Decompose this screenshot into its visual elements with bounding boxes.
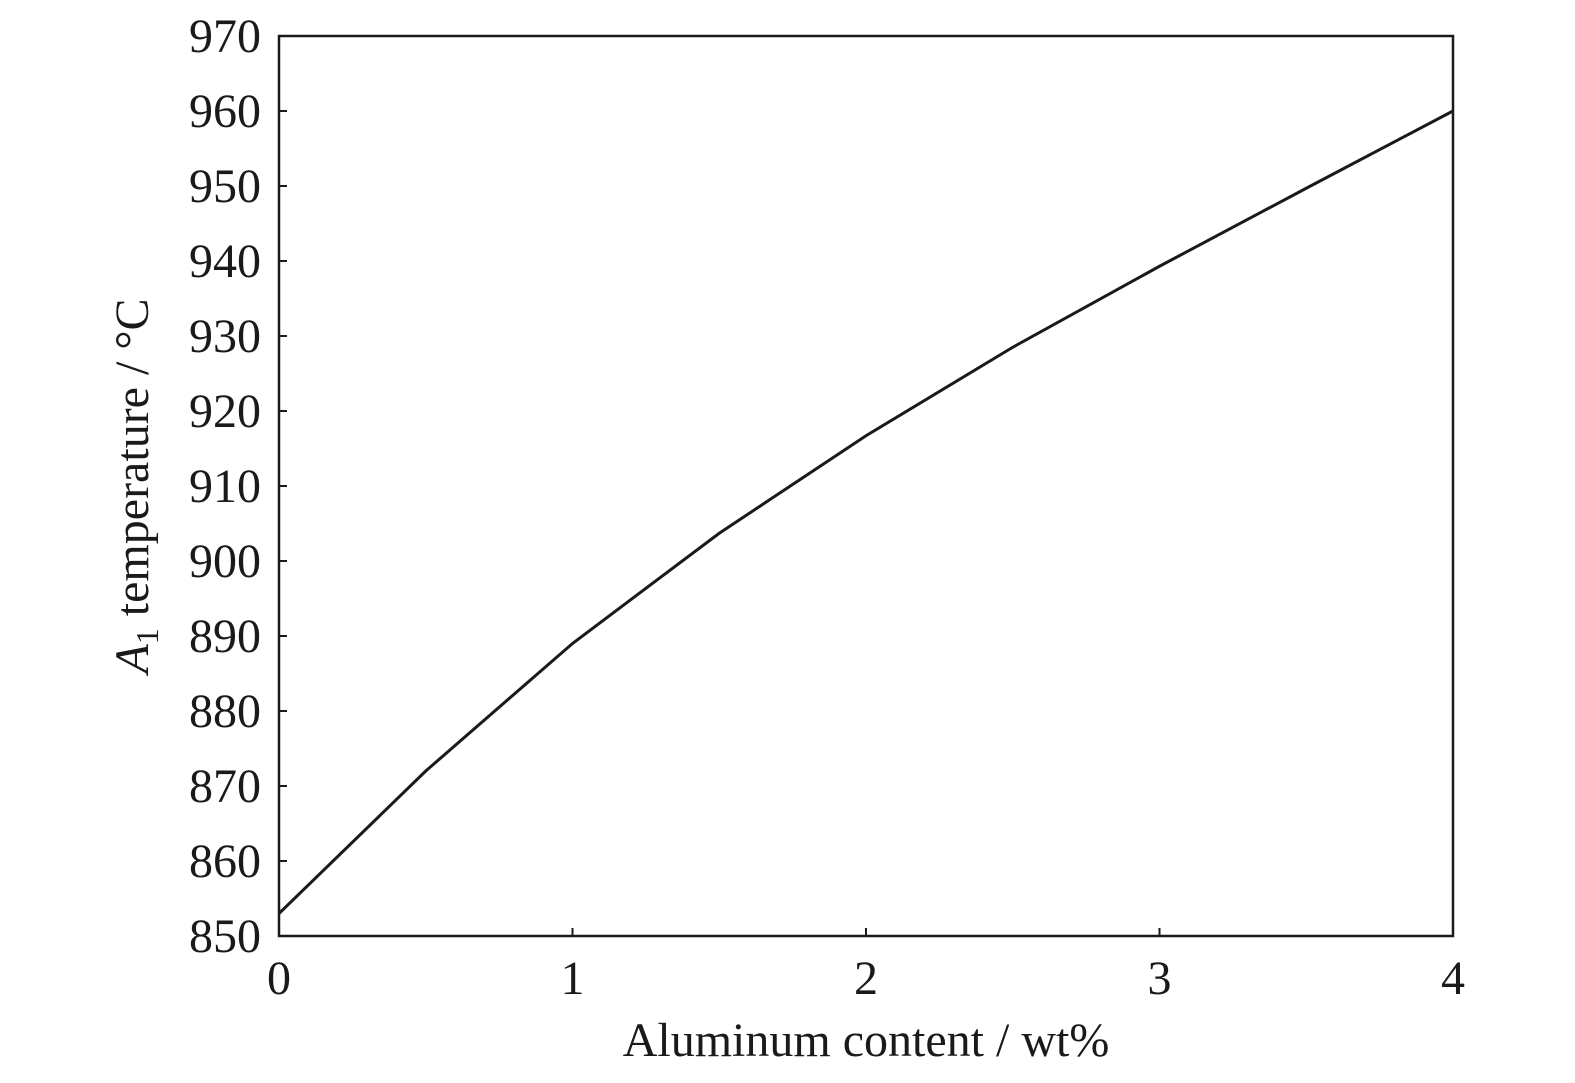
y-tick-label: 890 [189,610,261,663]
y-label-part: A [106,644,159,677]
y-tick-label: 930 [189,310,261,363]
y-tick-label: 920 [189,385,261,438]
x-tick-label: 0 [267,952,291,1005]
y-tick-label: 910 [189,460,261,513]
y-tick-label: 870 [189,760,261,813]
y-axis-label: A1 temperature / °C [106,298,165,676]
x-axis-label: Aluminum content / wt% [623,1014,1110,1067]
y-tick-label: 860 [189,835,261,888]
y-tick-label: 940 [189,235,261,288]
plot-frame [277,34,1455,938]
x-tick-label: 4 [1441,952,1465,1005]
y-tick-label: 960 [189,85,261,138]
y-tick-label: 900 [189,535,261,588]
y-label-part: 1 [129,628,165,644]
y-tick-label: 880 [189,685,261,738]
y-label-part: temperature / °C [106,298,159,628]
y-tick-label: 850 [189,910,261,963]
x-tick-label: 1 [561,952,585,1005]
x-tick-label: 2 [854,952,878,1005]
x-tick-label: 3 [1148,952,1172,1005]
line-series [277,109,1454,915]
y-tick-label: 970 [189,10,261,63]
y-tick-label: 950 [189,160,261,213]
